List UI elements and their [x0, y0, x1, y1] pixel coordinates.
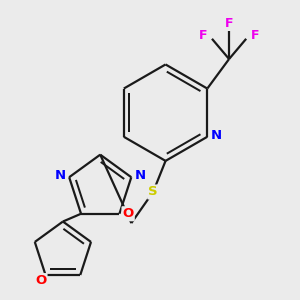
Text: F: F: [225, 17, 233, 30]
Text: N: N: [211, 129, 222, 142]
Text: O: O: [122, 207, 134, 220]
Text: N: N: [134, 169, 146, 182]
Text: F: F: [251, 28, 260, 42]
Text: S: S: [148, 185, 158, 199]
Text: O: O: [35, 274, 46, 287]
Text: N: N: [55, 169, 66, 182]
Text: F: F: [198, 28, 207, 42]
